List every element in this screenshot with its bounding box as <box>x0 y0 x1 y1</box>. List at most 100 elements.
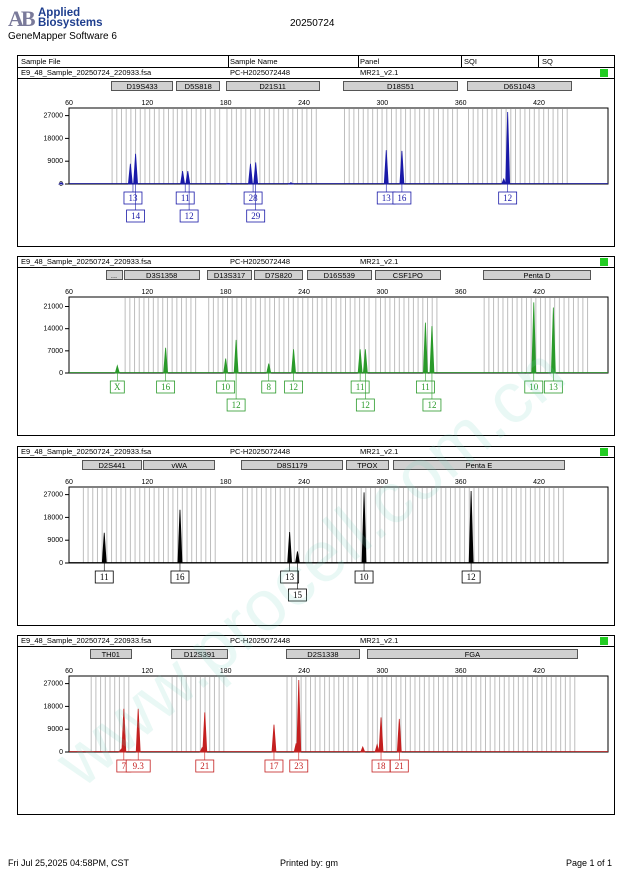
allele-call-box <box>543 380 563 394</box>
allele-call-label: 12 <box>185 211 194 221</box>
panel-sample-name: PC-H2025072448 <box>230 257 291 266</box>
peak-mark <box>287 532 293 564</box>
allele-call-label: 16 <box>161 382 171 392</box>
y-tick-label: 27000 <box>44 492 64 499</box>
panel-name: MR21_v2.1 <box>360 257 399 266</box>
allele-call-label: 11 <box>181 193 190 203</box>
panel-sample-file: E9_48_Sample_20250724_220933.fsa <box>21 68 152 77</box>
allele-call-label: 15 <box>293 590 303 600</box>
allele-call-box <box>170 570 190 584</box>
y-tick-label: 0 <box>59 181 63 188</box>
peak-mark <box>287 182 295 185</box>
allele-call-box <box>216 380 236 394</box>
allele-call-box <box>498 191 518 205</box>
x-tick-label: 180 <box>220 100 232 107</box>
peak-mark <box>233 339 239 374</box>
allele-call-label: 12 <box>289 382 298 392</box>
marker-bin-label[interactable]: D12S391 <box>170 649 229 659</box>
y-tick-label: 18000 <box>44 135 64 142</box>
marker-bin-label[interactable]: D16S539 <box>306 270 372 280</box>
marker-bin-label[interactable]: Penta E <box>392 460 566 470</box>
x-tick-label: 360 <box>455 289 467 296</box>
allele-call-label: 10 <box>360 572 370 582</box>
allele-call-label: 13 <box>382 193 392 203</box>
x-tick-label: 360 <box>455 479 467 486</box>
col-sample-file: Sample File <box>21 57 61 66</box>
marker-bin-label[interactable]: D2S1338 <box>285 649 361 659</box>
marker-bin-label[interactable]: Penta D <box>482 270 592 280</box>
quality-flag-icon <box>600 637 608 645</box>
col-sqi: SQI <box>464 57 477 66</box>
peak-mark <box>180 170 186 185</box>
allele-call-box <box>289 759 309 773</box>
footer-page-number: Page 1 of 1 <box>566 858 613 868</box>
marker-bin-label[interactable]: D8S1179 <box>241 460 344 470</box>
panel-sample-file: E9_48_Sample_20250724_220933.fsa <box>21 636 152 645</box>
allele-call-box <box>123 191 143 205</box>
marker-bin-label[interactable]: D3S1358 <box>123 270 200 280</box>
peak-mark <box>202 712 208 753</box>
allele-call-box <box>195 759 215 773</box>
marker-bin-label[interactable]: D5S818 <box>176 81 221 91</box>
marker-bin-label[interactable]: D2S441 <box>82 460 143 470</box>
marker-bin-label[interactable]: TPOX <box>345 460 389 470</box>
marker-bin-label[interactable]: D7S820 <box>254 270 303 280</box>
electropherogram-plot: 60 120 180 240 300 360 420 21000 14000 7000 0 X 16 10… <box>44 289 609 412</box>
allele-call-box <box>524 380 544 394</box>
x-tick-label: 240 <box>298 100 310 107</box>
marker-bin-label[interactable]: TH01 <box>89 649 132 659</box>
electropherogram-plot: 60 120 180 240 300 360 420 27000 18000 9000 0 7 9.3 2… <box>44 668 609 773</box>
allele-call-label: 28 <box>249 193 258 203</box>
x-tick-label: 240 <box>298 479 310 486</box>
allele-call-label: 9.3 <box>133 761 145 771</box>
electropherogram-panel: E9_48_Sample_20250724_220933.fsa PC-H2025… <box>17 256 615 436</box>
y-tick-label: 0 <box>59 560 63 567</box>
panel-name: MR21_v2.1 <box>360 636 399 645</box>
x-tick-label: 300 <box>376 100 388 107</box>
allele-call-label: 12 <box>361 400 370 410</box>
marker-bin-label[interactable]: ... <box>105 270 123 280</box>
panel-title-row: E9_48_Sample_20250724_220933.fsa PC-H2025… <box>18 68 614 79</box>
x-tick-label: 360 <box>455 668 467 675</box>
plot-frame <box>68 296 609 374</box>
peak-mark <box>296 679 302 753</box>
peak-mark <box>101 532 107 564</box>
marker-bin-label[interactable]: D21S11 <box>225 81 320 91</box>
marker-bin-label[interactable]: FGA <box>366 649 579 659</box>
allele-call-box <box>246 209 266 223</box>
allele-call-box <box>354 570 374 584</box>
y-tick-label: 21000 <box>44 304 64 311</box>
electropherogram-panel: E9_48_Sample_20250724_220933.fsa PC-H2025… <box>17 446 615 626</box>
allele-call-box <box>125 759 151 773</box>
allele-call-label: 7 <box>122 761 127 771</box>
allele-call-box <box>280 570 300 584</box>
peak-mark <box>423 322 428 374</box>
marker-bin-label[interactable]: vWA <box>143 460 216 470</box>
marker-bin-label[interactable]: D13S317 <box>207 270 252 280</box>
panel-title-row: E9_48_Sample_20250724_220933.fsa PC-H2025… <box>18 257 614 268</box>
allele-call-label: 16 <box>175 572 185 582</box>
marker-bin-label[interactable]: CSF1PO <box>374 270 442 280</box>
allele-call-box <box>94 570 114 584</box>
allele-call-label: 11 <box>356 382 365 392</box>
marker-bin-label[interactable]: D6S1043 <box>467 81 572 91</box>
allele-call-label: 11 <box>100 572 109 582</box>
x-tick-label: 240 <box>298 289 310 296</box>
x-tick-label: 180 <box>220 479 232 486</box>
x-tick-label: 180 <box>220 289 232 296</box>
col-sq: SQ <box>542 57 553 66</box>
peak-mark <box>357 349 363 374</box>
allele-call-box <box>392 191 412 205</box>
x-tick-label: 60 <box>65 668 73 675</box>
x-tick-label: 300 <box>376 479 388 486</box>
peak-mark <box>291 349 296 374</box>
y-tick-label: 18000 <box>44 703 64 710</box>
marker-bin-label[interactable]: D19S433 <box>110 81 174 91</box>
peak-mark <box>226 182 231 185</box>
marker-bin-label[interactable]: D18S51 <box>343 81 459 91</box>
allele-call-label: 8 <box>267 382 272 392</box>
allele-call-label: 13 <box>549 382 559 392</box>
allele-call-box <box>261 380 277 394</box>
allele-call-label: X <box>114 382 121 392</box>
peak-mark <box>429 326 435 374</box>
